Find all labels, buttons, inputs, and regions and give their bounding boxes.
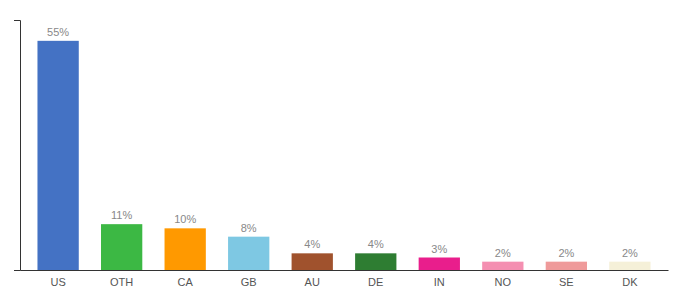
- data-label: 10%: [174, 213, 196, 225]
- bar: [419, 258, 460, 271]
- bar: [228, 237, 269, 270]
- x-tick-label: IN: [434, 276, 445, 288]
- data-label: 2%: [495, 247, 511, 259]
- bar: [609, 262, 650, 270]
- x-tick-label: CA: [178, 276, 194, 288]
- data-label: 2%: [622, 247, 638, 259]
- x-tick: SE: [559, 276, 574, 288]
- chart: US OTH CA GB AU DE IN NO SE DK 55% 11% 10% 8% 4% 4% 3% 2%…: [0, 0, 680, 300]
- x-tick: IN: [434, 276, 445, 288]
- x-axis: US OTH CA GB AU DE IN NO SE DK: [21, 271, 669, 288]
- x-tick-label: US: [50, 276, 65, 288]
- bar: [546, 262, 587, 270]
- data-label: 11%: [111, 209, 132, 221]
- data-label: 4%: [304, 238, 320, 250]
- data-label: 3%: [431, 243, 447, 255]
- x-tick: DK: [622, 276, 638, 288]
- plot: US OTH CA GB AU DE IN NO SE DK 55% 11% 10% 8% 4% 4% 3% 2%…: [14, 21, 669, 288]
- data-labels: 55% 11% 10% 8% 4% 4% 3% 2% 2% 2%: [47, 26, 638, 259]
- bar: [292, 253, 333, 270]
- bar: [101, 224, 142, 270]
- bars: [37, 41, 650, 270]
- x-tick-label: DK: [622, 276, 638, 288]
- x-tick: NO: [495, 276, 512, 288]
- data-label: 55%: [47, 26, 69, 38]
- x-tick-label: OTH: [110, 276, 133, 288]
- x-axis-line: [21, 270, 669, 271]
- data-label: 8%: [241, 222, 257, 234]
- y-axis-line: [14, 21, 21, 271]
- x-tick-label: GB: [241, 276, 257, 288]
- x-tick-label: AU: [305, 276, 320, 288]
- x-tick-label: SE: [559, 276, 574, 288]
- bar: [355, 253, 396, 270]
- x-tick: DE: [368, 276, 383, 288]
- data-label: 2%: [558, 247, 574, 259]
- x-tick-label: NO: [495, 276, 512, 288]
- data-label: 4%: [368, 238, 384, 250]
- bar: [37, 41, 78, 270]
- x-tick: US: [50, 276, 65, 288]
- x-tick-label: DE: [368, 276, 383, 288]
- x-tick: AU: [305, 276, 320, 288]
- x-tick: CA: [178, 276, 194, 288]
- bar: [482, 262, 523, 270]
- bar: [165, 228, 206, 270]
- y-axis: [14, 21, 21, 271]
- x-tick: GB: [241, 276, 257, 288]
- x-tick: OTH: [110, 276, 133, 288]
